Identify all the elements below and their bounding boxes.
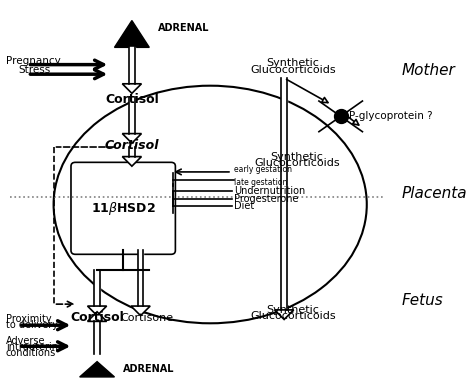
Polygon shape: [122, 134, 141, 143]
Text: ADRENAL: ADRENAL: [123, 364, 175, 374]
Text: 11$\beta$HSD2: 11$\beta$HSD2: [91, 200, 155, 217]
Text: Proximity: Proximity: [6, 315, 51, 325]
Polygon shape: [88, 306, 107, 316]
Text: Adverse: Adverse: [6, 335, 45, 345]
Text: Placenta: Placenta: [401, 186, 467, 200]
Polygon shape: [94, 322, 100, 354]
Polygon shape: [80, 362, 115, 377]
Text: Cortisone: Cortisone: [120, 313, 173, 323]
Text: Undernutrition: Undernutrition: [234, 186, 305, 196]
Polygon shape: [122, 84, 141, 93]
Text: Pregnancy: Pregnancy: [6, 56, 61, 66]
Polygon shape: [138, 251, 144, 306]
FancyBboxPatch shape: [71, 163, 175, 254]
Text: Progesterone: Progesterone: [234, 194, 299, 204]
Text: Fetus: Fetus: [401, 293, 443, 308]
Text: Diet: Diet: [234, 201, 255, 212]
Text: Glucocorticoids: Glucocorticoids: [250, 65, 336, 75]
Text: early gestation: early gestation: [234, 165, 292, 174]
Text: Synthetic: Synthetic: [266, 58, 319, 68]
Polygon shape: [88, 312, 107, 322]
Text: Mother: Mother: [401, 63, 456, 78]
Polygon shape: [94, 270, 100, 306]
Polygon shape: [281, 78, 287, 310]
Text: Cortisol: Cortisol: [70, 311, 124, 324]
Text: intrauterine: intrauterine: [6, 342, 64, 352]
Polygon shape: [115, 20, 149, 47]
Text: Cortisol: Cortisol: [105, 139, 159, 152]
Text: Glucocorticoids: Glucocorticoids: [250, 312, 336, 322]
Text: Glucocorticoids: Glucocorticoids: [255, 158, 340, 168]
Text: Cortisol: Cortisol: [105, 93, 159, 106]
Polygon shape: [129, 47, 135, 84]
Text: late gestation: late gestation: [234, 178, 287, 187]
Text: P-glycoprotein ?: P-glycoprotein ?: [349, 111, 433, 121]
Polygon shape: [274, 310, 294, 320]
Polygon shape: [129, 97, 135, 134]
Text: to delivery: to delivery: [6, 320, 58, 330]
Text: ADRENAL: ADRENAL: [158, 23, 210, 33]
Text: Synthetic: Synthetic: [271, 152, 324, 162]
Text: Stress: Stress: [19, 65, 51, 75]
Text: conditions: conditions: [6, 348, 56, 358]
Text: Synthetic: Synthetic: [266, 305, 319, 315]
Polygon shape: [131, 306, 150, 316]
Polygon shape: [129, 147, 135, 157]
Polygon shape: [122, 157, 141, 166]
